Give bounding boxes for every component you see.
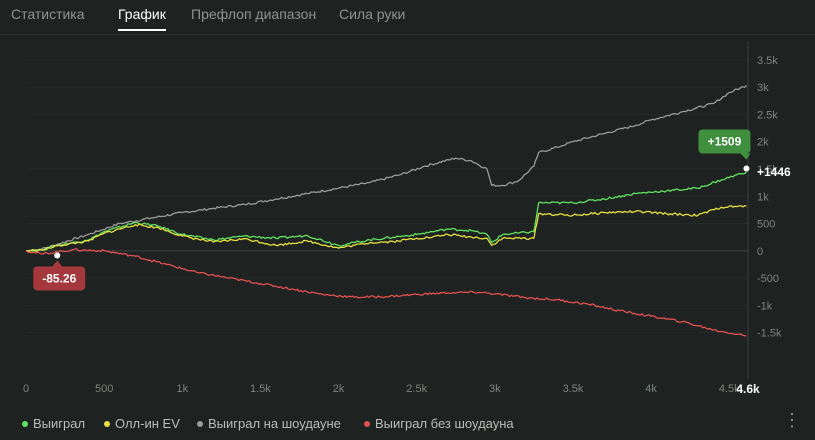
legend-item-showdown[interactable]: Выиграл на шоудауне	[197, 416, 341, 431]
series-end-label: +1446	[757, 165, 791, 179]
y-tick-label: 1k	[757, 191, 769, 203]
legend-item-won[interactable]: Выиграл	[22, 416, 85, 431]
series-line	[25, 171, 747, 253]
marker-dot	[54, 252, 61, 259]
legend-item-allin-ev[interactable]: Олл-ин EV	[104, 416, 180, 431]
legend-dot	[364, 420, 370, 427]
marker-label-bg	[33, 266, 86, 291]
legend-label: Олл-ин EV	[115, 416, 180, 431]
x-end-label: 4.6k	[736, 382, 760, 396]
marker-pointer	[52, 260, 63, 267]
marker-label: +1509	[708, 135, 742, 149]
legend-dot	[197, 420, 203, 427]
y-tick-label: 500	[757, 219, 775, 231]
series-line	[25, 248, 747, 337]
series-line	[25, 85, 747, 252]
x-tick-label: 500	[95, 383, 113, 395]
legend-dot	[22, 420, 28, 427]
x-tick-label: 4k	[645, 383, 657, 395]
legend-label: Выиграл	[33, 416, 86, 431]
marker-label-bg	[698, 129, 751, 154]
y-tick-label: 1.5k	[757, 164, 778, 176]
marker-pointer	[740, 153, 751, 160]
y-tick-label: 2k	[757, 137, 769, 149]
y-tick-label: -500	[757, 273, 779, 285]
series-line	[25, 204, 747, 252]
x-tick-label: 1k	[176, 383, 188, 395]
x-tick-label: 0	[23, 383, 29, 395]
x-tick-label: 4.5k	[719, 383, 740, 395]
y-tick-label: 0	[757, 246, 763, 258]
legend-label: Выиграл на шоудауне	[208, 416, 341, 431]
tab-graph[interactable]: График	[118, 6, 166, 31]
tab-statistics[interactable]: Статистика	[11, 6, 85, 22]
results-chart: 3.5k 3k 2.5k 2k 1.5k 1k 500 0 -500 -1k -1.5k 0 500 1k…	[23, 41, 791, 396]
vertical-ellipsis-icon[interactable]: ⋮	[783, 410, 801, 430]
legend-item-non-showdown[interactable]: Выиграл без шоудауна	[364, 416, 514, 431]
y-tick-label: 3.5k	[757, 55, 778, 67]
x-tick-label: 2k	[333, 383, 345, 395]
y-tick-label: 3k	[757, 82, 769, 94]
y-tick-label: 2.5k	[757, 109, 778, 121]
y-tick-label: -1.5k	[757, 328, 782, 340]
tab-preflop-range[interactable]: Префлоп диапазон	[191, 6, 317, 22]
chart-legend: Выиграл Олл-ин EV Выиграл на шоудауне Вы…	[0, 410, 780, 436]
marker-dot	[743, 165, 750, 172]
marker-label: -85.26	[42, 271, 76, 285]
legend-dot	[104, 420, 110, 427]
x-tick-label: 1.5k	[250, 383, 271, 395]
x-tick-label: 3.5k	[563, 383, 584, 395]
tab-hand-strength[interactable]: Сила руки	[339, 6, 406, 22]
x-tick-label: 2.5k	[406, 383, 427, 395]
x-tick-label: 3k	[489, 383, 501, 395]
tab-bar: Статистика График Префлоп диапазон Сила …	[0, 0, 815, 35]
y-tick-label: -1k	[757, 300, 773, 312]
legend-label: Выиграл без шоудауна	[375, 416, 514, 431]
